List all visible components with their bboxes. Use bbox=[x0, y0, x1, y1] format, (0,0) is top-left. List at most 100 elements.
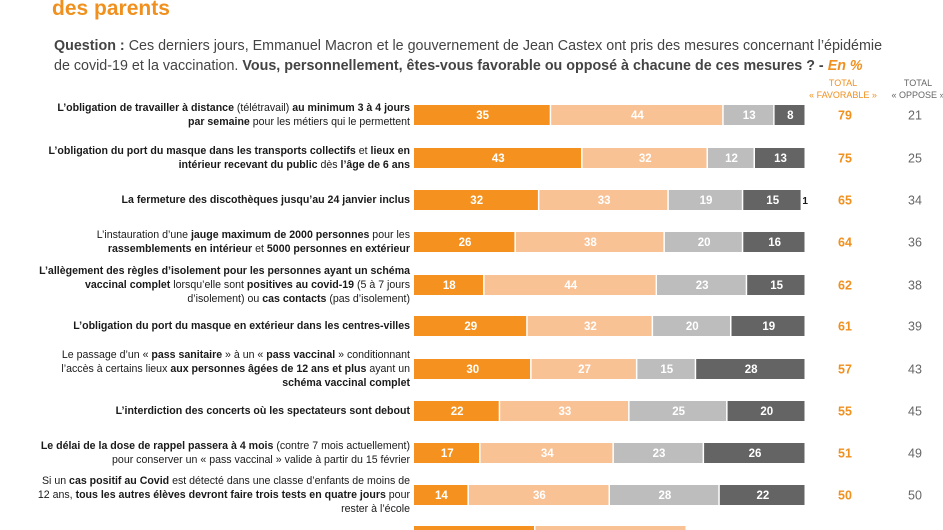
bar-segment bbox=[414, 401, 499, 421]
bar-value-label: 26 bbox=[749, 448, 762, 460]
bar-value-label: 38 bbox=[584, 237, 597, 249]
total-favorable-value: 64 bbox=[838, 236, 852, 250]
bar-segment bbox=[414, 316, 527, 336]
row-label: L’instauration d’une jauge maximum de 20… bbox=[96, 229, 410, 255]
bar-value-label: 44 bbox=[564, 280, 577, 292]
bar-value-label: 34 bbox=[541, 448, 554, 460]
bar-segment-cutoff bbox=[535, 526, 686, 530]
total-oppose-value: 36 bbox=[908, 236, 922, 250]
header-total-favorable-line1: TOTAL bbox=[828, 78, 858, 88]
bar-value-label: 15 bbox=[770, 280, 783, 292]
question-main: Vous, personnellement, êtes-vous favorab… bbox=[242, 57, 824, 74]
bar-value-label: 20 bbox=[698, 237, 711, 249]
bar-value-label: 28 bbox=[745, 364, 758, 376]
bar-segment bbox=[668, 190, 742, 210]
bar-segment bbox=[414, 443, 480, 463]
bar-segment bbox=[731, 316, 805, 336]
row-label: L’interdiction des concerts où les spect… bbox=[115, 405, 410, 417]
bar-segment bbox=[723, 105, 774, 125]
total-oppose-value: 21 bbox=[908, 109, 922, 123]
total-favorable-value: 57 bbox=[838, 363, 852, 377]
bar-value-label: 35 bbox=[476, 110, 489, 122]
question-label: Question : bbox=[54, 38, 125, 54]
header-total-oppose: TOTAL « OPPOSE » bbox=[888, 77, 943, 101]
total-favorable-value: 62 bbox=[838, 279, 852, 293]
bar-value-label: 30 bbox=[466, 364, 479, 376]
total-oppose-value: 34 bbox=[908, 194, 922, 208]
bar-value-label: 32 bbox=[470, 195, 483, 207]
bar-value-label: 23 bbox=[696, 280, 709, 292]
bar-value-label: 20 bbox=[686, 321, 699, 333]
bar-segment bbox=[637, 359, 695, 379]
bar-segment bbox=[414, 359, 531, 379]
bar-value-label: 12 bbox=[725, 153, 738, 165]
bar-value-label: 44 bbox=[631, 110, 644, 122]
bar-segment bbox=[515, 232, 664, 252]
bar-segment bbox=[531, 359, 636, 379]
bar-value-label: 15 bbox=[660, 364, 673, 376]
row-label: Le délai de la dose de rappel passera à … bbox=[40, 440, 410, 466]
total-favorable-value: 50 bbox=[838, 489, 852, 503]
row-label: Le passage d’un « pass sanitaire » à un … bbox=[61, 349, 410, 389]
bar-value-label: 29 bbox=[464, 321, 477, 333]
bar-value-label: 20 bbox=[760, 406, 773, 418]
bar-value-label: 19 bbox=[762, 321, 775, 333]
bar-segment bbox=[629, 401, 727, 421]
bar-segment bbox=[664, 232, 742, 252]
bar-segment bbox=[610, 485, 719, 505]
bar-value-label: 15 bbox=[766, 195, 779, 207]
bar-value-label: 14 bbox=[435, 490, 448, 502]
bar-segment bbox=[551, 105, 723, 125]
total-favorable-value: 61 bbox=[838, 320, 852, 334]
bar-value-label: 13 bbox=[774, 153, 787, 165]
total-oppose-value: 45 bbox=[908, 405, 922, 419]
bar-segment bbox=[414, 190, 538, 210]
bar-value-label: 32 bbox=[584, 321, 597, 333]
bar-segment-cutoff bbox=[414, 526, 534, 530]
bar-value-label: 23 bbox=[653, 448, 666, 460]
total-oppose-value: 25 bbox=[908, 152, 922, 166]
bar-segment bbox=[414, 275, 484, 295]
bar-value-label: 19 bbox=[700, 195, 713, 207]
bar-segment bbox=[774, 105, 805, 125]
unit-label: En % bbox=[827, 57, 863, 74]
bar-segment bbox=[613, 443, 703, 463]
total-oppose-value: 49 bbox=[908, 447, 922, 461]
bar-value-label: 17 bbox=[441, 448, 454, 460]
bar-value-label: 13 bbox=[743, 110, 756, 122]
bar-segment bbox=[704, 443, 805, 463]
row-label: L’obligation du port du masque dans les … bbox=[48, 145, 410, 171]
bar-segment bbox=[539, 190, 668, 210]
total-oppose-value: 38 bbox=[908, 279, 922, 293]
total-favorable-value: 51 bbox=[838, 447, 852, 461]
header-total-oppose-line2: « OPPOSE » bbox=[891, 90, 943, 100]
bar-value-label: 33 bbox=[559, 406, 572, 418]
bar-segment bbox=[743, 232, 805, 252]
bar-segment bbox=[657, 275, 746, 295]
bar-value-label: 22 bbox=[451, 406, 464, 418]
bar-segment bbox=[484, 275, 656, 295]
question-text: Question : Ces derniers jours, Emmanuel … bbox=[54, 37, 943, 76]
bar-segment bbox=[527, 316, 652, 336]
total-oppose-value: 39 bbox=[908, 320, 922, 334]
question-body: Ces derniers jours, Emmanuel Macron et l… bbox=[128, 38, 883, 54]
bar-segment bbox=[414, 232, 515, 252]
bar-value-label: 32 bbox=[639, 153, 652, 165]
bar-value-label: 33 bbox=[598, 195, 611, 207]
bar-segment bbox=[727, 401, 805, 421]
bar-value-label: 26 bbox=[459, 237, 472, 249]
bar-segment bbox=[480, 443, 613, 463]
question-body-2: de covid-19 et la vaccination. bbox=[54, 57, 239, 74]
bar-segment bbox=[653, 316, 730, 336]
bar-segment bbox=[414, 485, 468, 505]
total-favorable-value: 79 bbox=[838, 109, 852, 123]
bar-segment bbox=[414, 105, 550, 125]
row-label: L’allègement des règles d’isolement pour… bbox=[39, 265, 410, 305]
total-oppose-value: 43 bbox=[908, 363, 922, 377]
bar-value-label-nonresponse: 1 bbox=[802, 196, 808, 207]
bar-value-label: 8 bbox=[787, 110, 794, 122]
section-title: des parents bbox=[52, 0, 170, 20]
total-favorable-value: 55 bbox=[838, 405, 852, 419]
total-favorable-value: 65 bbox=[838, 194, 852, 208]
